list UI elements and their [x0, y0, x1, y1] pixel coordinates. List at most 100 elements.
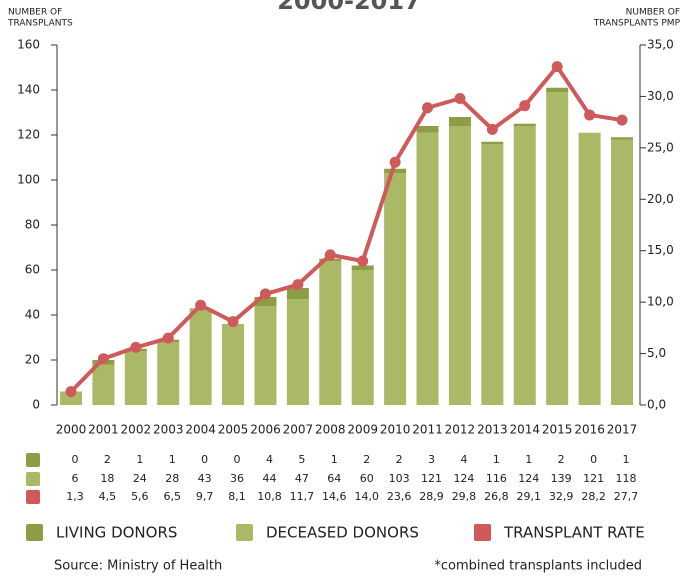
x-tick-label: 2003 [153, 423, 184, 437]
bar [384, 168, 407, 174]
table-cell: 64 [327, 472, 341, 485]
chart-title: 2000-2017 [277, 0, 421, 15]
source: Source: Ministry of Health [54, 559, 222, 574]
rate-marker [389, 156, 401, 168]
rate-marker [454, 92, 466, 104]
rate-marker [292, 279, 304, 291]
table-cell: 3 [428, 453, 435, 466]
x-tick-label: 2001 [88, 423, 119, 437]
y2-tick-label: 0,0 [647, 398, 666, 412]
y2-tick-label: 5,0 [647, 346, 666, 360]
table-cell: 18 [100, 472, 114, 485]
row-key [26, 490, 40, 504]
rate-marker [357, 255, 369, 267]
bar [416, 132, 439, 405]
x-tick-label: 2014 [509, 423, 540, 437]
legend-label: LIVING DONORS [56, 524, 177, 542]
table-cell: 14,6 [322, 490, 347, 503]
table-cell: 5 [298, 453, 305, 466]
legend-key [26, 524, 43, 541]
table-cell: 43 [198, 472, 212, 485]
x-tick-label: 2009 [347, 423, 378, 437]
bar [611, 137, 633, 140]
bar [448, 117, 471, 126]
table-cell: 2 [558, 453, 565, 466]
x-tick-label: 2002 [121, 423, 152, 437]
legend-label: DECEASED DONORS [266, 524, 419, 542]
table-cell: 118 [616, 472, 637, 485]
table-cell: 47 [295, 472, 309, 485]
x-tick-label: 2012 [445, 423, 476, 437]
bar [60, 391, 82, 405]
y-axis-label: NUMBER OF [8, 8, 62, 18]
y2-tick-label: 15,0 [647, 243, 674, 257]
table-cell: 9,7 [196, 490, 214, 503]
x-tick-label: 2006 [250, 423, 281, 437]
rate-line [69, 64, 623, 394]
rate-marker [616, 114, 628, 126]
bar [254, 297, 277, 306]
x-tick-label: 2004 [185, 423, 216, 437]
table-cell: 139 [551, 472, 572, 485]
table-cell: 28,2 [581, 490, 606, 503]
table-cell: 2 [363, 453, 370, 466]
y-tick-label: 100 [17, 173, 40, 187]
x-tick-label: 2008 [315, 423, 346, 437]
table-cell: 1 [331, 453, 338, 466]
table-cell: 124 [518, 472, 539, 485]
x-tick-label: 2016 [574, 423, 605, 437]
y2-tick-label: 25,0 [647, 140, 674, 154]
rate-marker [486, 123, 498, 135]
bar [319, 261, 342, 405]
y-tick-label: 60 [25, 263, 40, 277]
x-tick-label: 2010 [380, 423, 411, 437]
note: *combined transplants included [434, 559, 642, 574]
table-cell: 23,6 [387, 490, 412, 503]
row-key [26, 453, 40, 467]
bar [351, 270, 374, 405]
y-tick-label: 20 [25, 353, 40, 367]
rate-marker [584, 109, 596, 121]
bar [92, 364, 115, 405]
y2-axis-label: TRANSPLANTS PMP [593, 19, 681, 29]
rate-marker [162, 332, 174, 344]
x-tick-label: 2005 [218, 423, 249, 437]
bar [481, 144, 504, 405]
table-cell: 1 [169, 453, 176, 466]
rate-marker [519, 100, 531, 112]
bar [611, 139, 633, 405]
table-cell: 29,8 [452, 490, 477, 503]
table-cell: 28 [165, 472, 179, 485]
table-cell: 2 [396, 453, 403, 466]
x-tick-label: 2011 [412, 423, 443, 437]
y-tick-label: 160 [17, 38, 40, 52]
table-cell: 103 [389, 472, 410, 485]
bar [481, 141, 504, 144]
table-cell: 44 [262, 472, 276, 485]
table-cell: 60 [360, 472, 374, 485]
rate-marker [324, 249, 336, 261]
rate-marker [65, 386, 77, 398]
table-cell: 1 [525, 453, 532, 466]
table-cell: 1,3 [66, 490, 84, 503]
row-key [26, 472, 40, 486]
y-axis-label: TRANSPLANTS [7, 19, 73, 29]
bar [513, 123, 536, 126]
bar [546, 92, 569, 405]
table-cell: 6,5 [163, 490, 181, 503]
legend-label: TRANSPLANT RATE [503, 524, 645, 542]
table-cell: 121 [421, 472, 442, 485]
bar [124, 351, 147, 405]
table-cell: 0 [72, 453, 79, 466]
table-cell: 1 [493, 453, 500, 466]
y-tick-label: 0 [32, 398, 40, 412]
table-cell: 0 [234, 453, 241, 466]
bar [578, 132, 601, 405]
bar [254, 306, 277, 405]
table-cell: 26,8 [484, 490, 509, 503]
bar [546, 87, 569, 93]
bar [189, 308, 212, 405]
legend-key [474, 524, 491, 541]
y-tick-label: 80 [25, 218, 40, 232]
